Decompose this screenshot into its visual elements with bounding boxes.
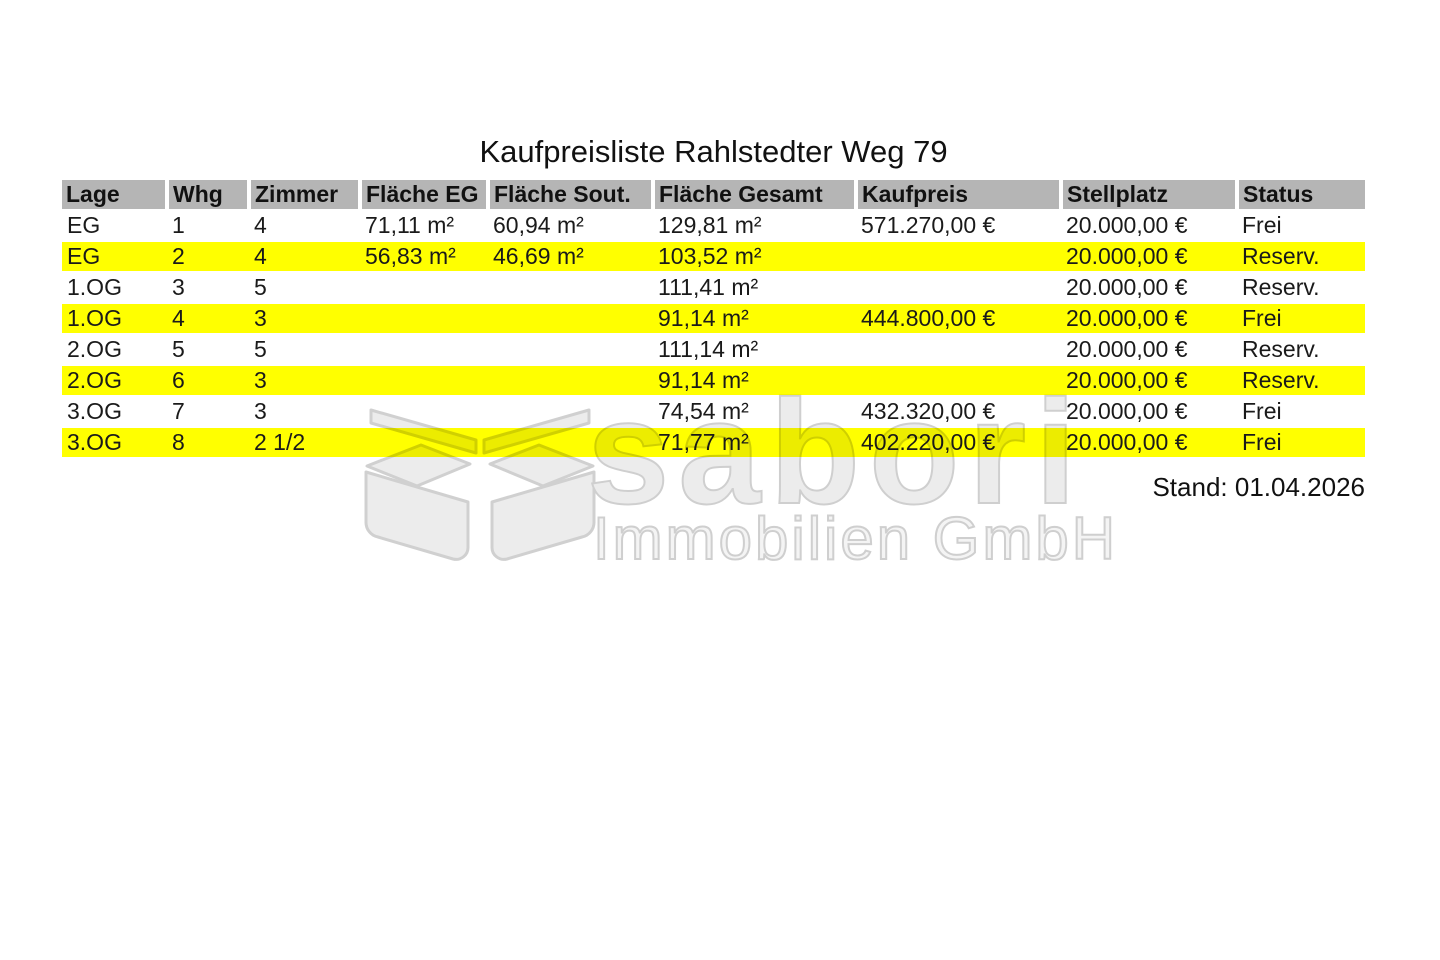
cell-kaufpreis [856, 241, 1061, 273]
cell-kaufpreis: 444.800,00 € [856, 303, 1061, 335]
cell-flaeche-gesamt: 111,14 m² [653, 334, 856, 366]
cell-lage: 2.OG [62, 334, 167, 366]
cell-status: Reserv. [1237, 334, 1365, 366]
cell-stellplatz: 20.000,00 € [1061, 427, 1237, 459]
cell-kaufpreis [856, 272, 1061, 304]
page-title: Kaufpreisliste Rahlstedter Weg 79 [479, 134, 948, 169]
cell-flaeche-sout [488, 272, 653, 304]
cell-flaeche-eg [360, 365, 488, 397]
cell-zimmer: 5 [249, 334, 360, 366]
cell-flaeche-sout [488, 427, 653, 459]
cell-lage: 3.OG [62, 396, 167, 428]
cell-flaeche-gesamt: 71,77 m² [653, 427, 856, 459]
cell-zimmer: 5 [249, 272, 360, 304]
table-row: 2.OG 6 3 91,14 m² 20.000,00 € Reserv. [62, 365, 1365, 397]
cell-stellplatz: 20.000,00 € [1061, 241, 1237, 273]
cell-flaeche-eg [360, 272, 488, 304]
cell-flaeche-gesamt: 74,54 m² [653, 396, 856, 428]
cell-lage: 1.OG [62, 303, 167, 335]
cell-kaufpreis: 432.320,00 € [856, 396, 1061, 428]
cell-whg: 2 [167, 241, 249, 273]
cell-lage: EG [62, 210, 167, 242]
watermark-subtitle-text: Immobilien GmbH [592, 505, 1119, 572]
cell-flaeche-eg [360, 427, 488, 459]
table-header-row: Lage Whg Zimmer Fläche EG Fläche Sout. Fläche… [62, 180, 1365, 211]
table-row: 2.OG 5 5 111,14 m² 20.000,00 € Reserv. [62, 334, 1365, 366]
col-header-flaeche-gesamt: Fläche Gesamt [653, 180, 858, 211]
cell-kaufpreis [856, 365, 1061, 397]
cell-flaeche-gesamt: 91,14 m² [653, 303, 856, 335]
cell-stellplatz: 20.000,00 € [1061, 365, 1237, 397]
cell-flaeche-sout [488, 365, 653, 397]
price-table: Lage Whg Zimmer Fläche EG Fläche Sout. Fläche… [62, 180, 1365, 459]
col-header-stellplatz: Stellplatz [1061, 180, 1239, 211]
cell-whg: 7 [167, 396, 249, 428]
cell-zimmer: 2 1/2 [249, 427, 360, 459]
cell-whg: 6 [167, 365, 249, 397]
col-header-status: Status [1237, 180, 1365, 211]
cell-flaeche-gesamt: 91,14 m² [653, 365, 856, 397]
table-row: 3.OG 8 2 1/2 71,77 m² 402.220,00 €20.000,00 … [62, 427, 1365, 459]
col-header-zimmer: Zimmer [249, 180, 362, 211]
cell-whg: 1 [167, 210, 249, 242]
cell-stellplatz: 20.000,00 € [1061, 210, 1237, 242]
cell-flaeche-eg: 56,83 m² [360, 241, 488, 273]
stand-date: Stand: 01.04.2026 [1152, 472, 1365, 502]
cell-flaeche-sout [488, 303, 653, 335]
cell-flaeche-gesamt: 103,52 m² [653, 241, 856, 273]
cell-flaeche-sout [488, 334, 653, 366]
table-row: 1.OG 4 3 91,14 m² 444.800,00 €20.000,00 € Fre… [62, 303, 1365, 335]
cell-zimmer: 3 [249, 365, 360, 397]
cell-status: Frei [1237, 427, 1365, 459]
cell-status: Frei [1237, 303, 1365, 335]
col-header-whg: Whg [167, 180, 251, 211]
cell-status: Reserv. [1237, 241, 1365, 273]
cell-kaufpreis: 402.220,00 € [856, 427, 1061, 459]
cell-flaeche-sout: 46,69 m² [488, 241, 653, 273]
cell-flaeche-eg [360, 303, 488, 335]
cell-zimmer: 4 [249, 241, 360, 273]
cell-whg: 3 [167, 272, 249, 304]
cell-stellplatz: 20.000,00 € [1061, 334, 1237, 366]
cell-flaeche-gesamt: 111,41 m² [653, 272, 856, 304]
cell-stellplatz: 20.000,00 € [1061, 303, 1237, 335]
cell-flaeche-eg [360, 334, 488, 366]
cell-status: Frei [1237, 210, 1365, 242]
cell-zimmer: 4 [249, 210, 360, 242]
col-header-flaeche-eg: Fläche EG [360, 180, 490, 211]
cell-whg: 8 [167, 427, 249, 459]
cell-stellplatz: 20.000,00 € [1061, 396, 1237, 428]
cell-lage: EG [62, 241, 167, 273]
cell-kaufpreis: 571.270,00 € [856, 210, 1061, 242]
cell-flaeche-eg [360, 396, 488, 428]
col-header-kaufpreis: Kaufpreis [856, 180, 1063, 211]
cell-kaufpreis [856, 334, 1061, 366]
cell-stellplatz: 20.000,00 € [1061, 272, 1237, 304]
cell-flaeche-eg: 71,11 m² [360, 210, 488, 242]
cell-flaeche-sout [488, 396, 653, 428]
cell-zimmer: 3 [249, 303, 360, 335]
table-row: 3.OG 7 3 74,54 m² 432.320,00 €20.000,00 € Fre… [62, 396, 1365, 428]
cell-flaeche-gesamt: 129,81 m² [653, 210, 856, 242]
col-header-lage: Lage [62, 180, 169, 211]
cell-lage: 2.OG [62, 365, 167, 397]
cell-flaeche-sout: 60,94 m² [488, 210, 653, 242]
cell-status: Reserv. [1237, 365, 1365, 397]
cell-status: Frei [1237, 396, 1365, 428]
cell-status: Reserv. [1237, 272, 1365, 304]
table-row: EG 1 4 71,11 m² 60,94 m² 129,81 m² 571.270,00 … [62, 210, 1365, 242]
table-row: 1.OG 3 5 111,41 m² 20.000,00 € Reserv. [62, 272, 1365, 304]
cell-lage: 3.OG [62, 427, 167, 459]
table-row: EG 2 4 56,83 m² 46,69 m² 103,52 m² 20.000,00 €… [62, 241, 1365, 273]
cell-lage: 1.OG [62, 272, 167, 304]
col-header-flaeche-sout: Fläche Sout. [488, 180, 655, 211]
cell-whg: 4 [167, 303, 249, 335]
cell-whg: 5 [167, 334, 249, 366]
cell-zimmer: 3 [249, 396, 360, 428]
